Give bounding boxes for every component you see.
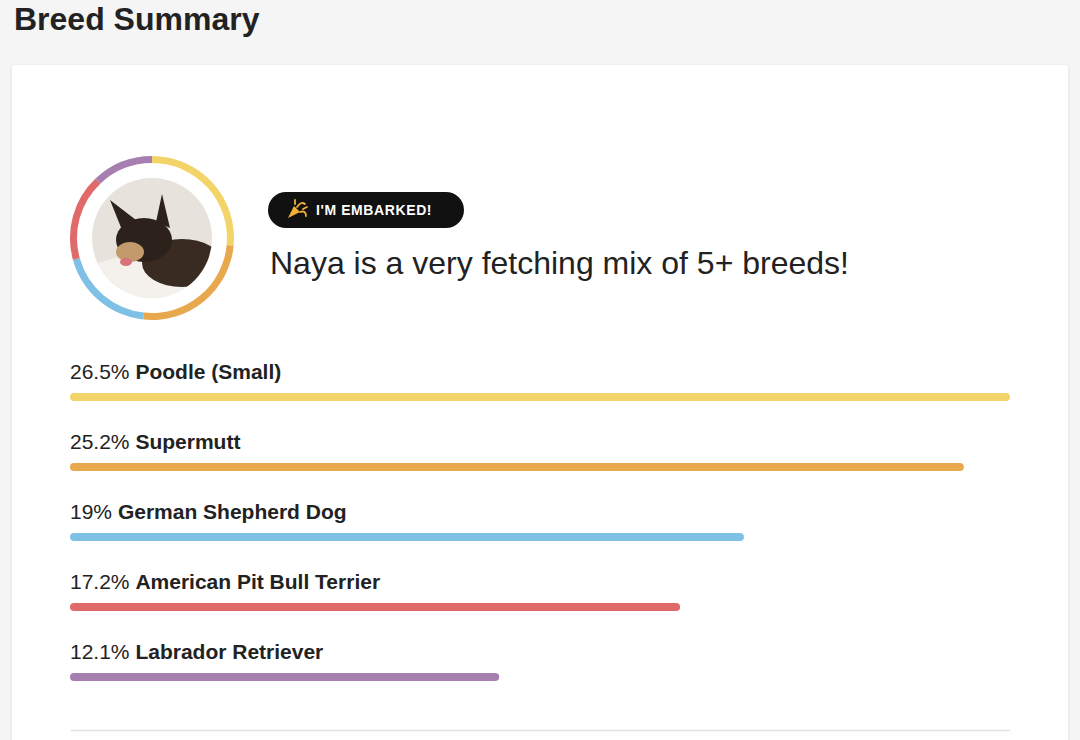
badge-icon-streamer: [295, 200, 307, 216]
bar-label: 26.5% Poodle (Small): [70, 360, 281, 383]
bar-label: 25.2% Supermutt: [70, 430, 240, 453]
value-label: 25.2%: [70, 430, 130, 453]
value-label: 19%: [70, 500, 112, 523]
bar: [70, 533, 744, 541]
bars: [70, 393, 1010, 681]
breed-ring: [70, 156, 234, 320]
value-label: 17.2%: [70, 570, 130, 593]
category-label: Labrador Retriever: [135, 640, 323, 663]
page-title: Breed Summary: [14, 1, 260, 37]
category-label: American Pit Bull Terrier: [135, 570, 380, 593]
category-label: Supermutt: [135, 430, 240, 453]
x-axis-line: [71, 730, 1011, 732]
badge: I'M EMBARKED!: [268, 192, 464, 228]
photo-dog-tongue: [120, 258, 132, 266]
headline: Naya is a very fetching mix of 5+ breeds…: [270, 245, 849, 281]
badge-icon: [288, 200, 307, 218]
chart-root: Breed Summary I'M EMBARKED! Naya is a very…: [0, 0, 1080, 740]
badge-background: [268, 192, 464, 228]
value-label: 26.5%: [70, 360, 130, 383]
bar-label: 17.2% American Pit Bull Terrier: [70, 570, 380, 593]
bar: [70, 393, 1010, 401]
bar: [70, 673, 499, 681]
bar-labels: 26.5% Poodle (Small) 25.2% Supermutt 19% G…: [70, 360, 380, 663]
bar: [70, 463, 964, 471]
x-axis: [71, 730, 1011, 731]
value-label: 12.1%: [70, 640, 130, 663]
category-label: German Shepherd Dog: [118, 500, 347, 523]
photo-dog-ear: [156, 194, 170, 228]
dog-photo: [82, 178, 222, 306]
category-label: Poodle (Small): [135, 360, 281, 383]
badge-icon-shape: [288, 206, 300, 218]
card: [12, 65, 1068, 740]
bar: [70, 603, 680, 611]
badge-text: I'M EMBARKED!: [316, 202, 432, 218]
bar-label: 19% German Shepherd Dog: [70, 500, 347, 523]
bar-label: 12.1% Labrador Retriever: [70, 640, 323, 663]
photo-dog-ear: [110, 200, 136, 230]
photo-dog-muzzle: [116, 242, 144, 262]
